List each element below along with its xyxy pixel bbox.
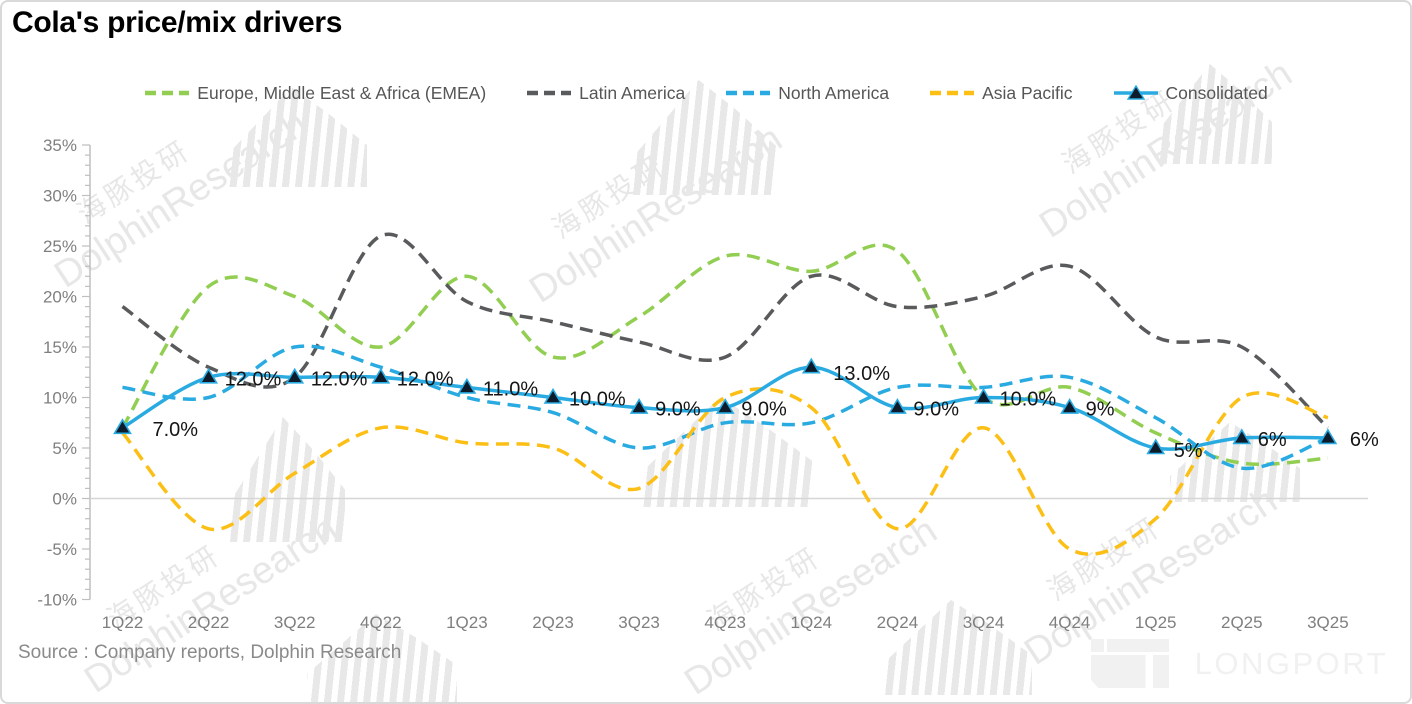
legend-dash-icon: [930, 90, 975, 96]
legend-label: Consolidated: [1165, 82, 1268, 103]
legend-line-marker-icon: [1113, 85, 1158, 100]
legend-item-asia-pacific: Asia Pacific: [929, 82, 1073, 104]
page-title: Cola's price/mix drivers: [12, 6, 343, 39]
svg-text:2Q25: 2Q25: [1221, 613, 1263, 632]
svg-text:30%: 30%: [43, 187, 77, 206]
longport-logo-mark: [1090, 639, 1169, 688]
svg-text:12.0%: 12.0%: [397, 368, 454, 390]
svg-text:2Q22: 2Q22: [188, 613, 230, 632]
legend-item-north-america: North America: [725, 83, 889, 104]
legend-label: North America: [778, 82, 890, 103]
legend-item-emea: Europe, Middle East & Africa (EMEA): [144, 83, 486, 104]
svg-text:3Q24: 3Q24: [963, 613, 1005, 632]
legend-dash-icon: [527, 90, 572, 96]
svg-text:9.0%: 9.0%: [913, 399, 959, 421]
svg-text:2Q23: 2Q23: [532, 613, 574, 632]
svg-text:12.0%: 12.0%: [311, 368, 368, 390]
svg-text:5%: 5%: [52, 439, 77, 458]
svg-text:7.0%: 7.0%: [153, 419, 199, 441]
svg-text:25%: 25%: [43, 237, 77, 256]
svg-text:13.0%: 13.0%: [833, 363, 890, 385]
svg-text:9%: 9%: [1086, 399, 1115, 421]
longport-logo-text: LONGPORT: [1194, 645, 1388, 681]
svg-text:0%: 0%: [52, 490, 77, 509]
x-axis-labels: 1Q22 2Q22 3Q22 4Q22 1Q23 2Q23 3Q23 4Q23 1Q24 2Q24…: [102, 613, 1349, 632]
legend-dash-icon: [145, 90, 190, 96]
svg-text:4Q24: 4Q24: [1049, 613, 1091, 632]
y-axis: -10% -5% 0% 5% 10% 15% 20% 25% 30% 35%: [37, 136, 91, 610]
series-markers-consolidated: [113, 357, 1338, 455]
svg-text:1Q25: 1Q25: [1135, 613, 1177, 632]
svg-text:12.0%: 12.0%: [225, 368, 282, 390]
series-line-north-america: [122, 344, 1329, 471]
series-line-latin-america: [121, 232, 1330, 430]
legend-item-consolidated: Consolidated: [1113, 83, 1268, 104]
svg-text:3Q23: 3Q23: [618, 613, 660, 632]
legend-label: Asia Pacific: [982, 82, 1073, 103]
svg-text:6%: 6%: [1350, 429, 1379, 451]
source-note: Source : Company reports, Dolphin Resear…: [18, 642, 402, 663]
svg-text:2Q24: 2Q24: [877, 613, 919, 632]
svg-text:-10%: -10%: [37, 591, 77, 610]
longport-logo: LONGPORT: [1090, 639, 1388, 688]
legend-dash-icon: [726, 90, 771, 96]
svg-text:4Q23: 4Q23: [704, 613, 746, 632]
svg-text:4Q22: 4Q22: [360, 613, 402, 632]
svg-text:10.0%: 10.0%: [569, 389, 626, 411]
svg-text:-5%: -5%: [47, 540, 77, 559]
svg-text:35%: 35%: [43, 136, 77, 155]
svg-text:11.0%: 11.0%: [483, 378, 538, 400]
svg-text:9.0%: 9.0%: [741, 399, 787, 421]
svg-text:10.0%: 10.0%: [1000, 389, 1057, 411]
legend: Europe, Middle East & Africa (EMEA) Latin…: [2, 80, 1410, 106]
svg-text:1Q23: 1Q23: [446, 613, 488, 632]
legend-item-latin-america: Latin America: [526, 83, 685, 104]
svg-text:3Q22: 3Q22: [274, 613, 316, 632]
svg-text:1Q22: 1Q22: [102, 613, 144, 632]
series-line-asia-pacific: [121, 387, 1329, 556]
series-data-labels-consolidated: 7.0% 12.0% 12.0% 12.0% 11.0% 10.0% 9.0% 9.0% 13.…: [153, 363, 1380, 462]
svg-text:6%: 6%: [1258, 429, 1287, 451]
legend-label: Europe, Middle East & Africa (EMEA): [197, 82, 487, 103]
svg-text:15%: 15%: [43, 338, 77, 357]
svg-text:9.0%: 9.0%: [655, 399, 701, 421]
svg-text:20%: 20%: [43, 288, 77, 307]
series-line-emea: [121, 243, 1329, 467]
svg-text:5%: 5%: [1174, 440, 1203, 462]
svg-text:10%: 10%: [43, 389, 77, 408]
svg-text:1Q24: 1Q24: [791, 613, 833, 632]
svg-text:3Q25: 3Q25: [1307, 613, 1349, 632]
legend-label: Latin America: [579, 82, 686, 103]
